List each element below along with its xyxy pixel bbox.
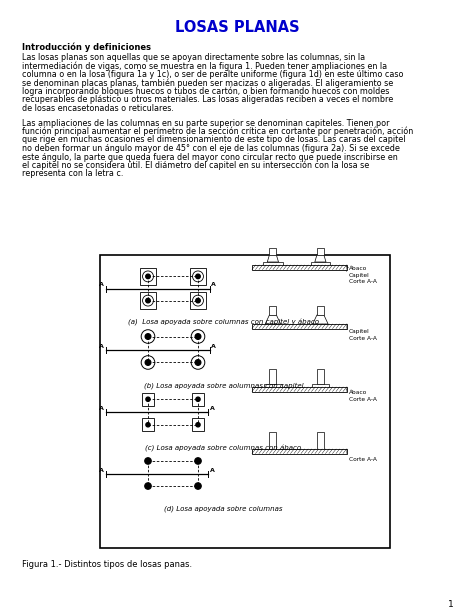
Bar xyxy=(264,384,282,387)
Bar xyxy=(269,432,276,449)
Text: LOSAS PLANAS: LOSAS PLANAS xyxy=(175,20,299,35)
Circle shape xyxy=(192,271,203,282)
Text: (b) Losa apoyada sobre aolumnas con capitel: (b) Losa apoyada sobre aolumnas con capi… xyxy=(144,382,303,389)
Text: (d) Losa apoyada sobre columnas: (d) Losa apoyada sobre columnas xyxy=(164,506,283,512)
Bar xyxy=(142,419,155,431)
Circle shape xyxy=(192,295,203,306)
Bar xyxy=(317,306,324,315)
Circle shape xyxy=(141,330,155,343)
Circle shape xyxy=(146,422,150,427)
Bar xyxy=(252,449,347,454)
Text: A: A xyxy=(211,283,216,287)
Text: columna o en la losa (figura 1a y 1c), o ser de peralte uniforme (figura 1d) en : columna o en la losa (figura 1a y 1c), o… xyxy=(22,70,403,79)
Polygon shape xyxy=(265,315,281,324)
Text: intermediación de vigas, como se muestra en la figura 1. Pueden tener ampliacion: intermediación de vigas, como se muestra… xyxy=(22,61,387,71)
Text: Corte A-A: Corte A-A xyxy=(349,397,377,402)
Circle shape xyxy=(195,483,201,489)
Text: de losas encasetonadas o reticulares.: de losas encasetonadas o reticulares. xyxy=(22,104,174,113)
Bar xyxy=(263,262,283,265)
Text: Las losas planas son aquellas que se apoyan directamente sobre las columnas, sin: Las losas planas son aquellas que se apo… xyxy=(22,53,365,62)
Circle shape xyxy=(145,360,151,365)
Text: Capitel: Capitel xyxy=(349,273,370,278)
Circle shape xyxy=(195,458,201,464)
Circle shape xyxy=(145,458,151,464)
Text: 1: 1 xyxy=(448,600,454,609)
Circle shape xyxy=(143,271,154,282)
Text: A: A xyxy=(210,406,214,411)
Circle shape xyxy=(191,356,205,369)
Text: A: A xyxy=(99,468,104,473)
Bar xyxy=(252,324,347,329)
Text: (c) Losa apoyada sobre columnas con ábaco: (c) Losa apoyada sobre columnas con ábac… xyxy=(146,445,301,452)
Text: Ábaco: Ábaco xyxy=(349,266,367,271)
Polygon shape xyxy=(313,315,328,324)
Bar xyxy=(140,292,156,309)
Bar xyxy=(269,248,276,255)
Bar xyxy=(100,255,390,548)
Bar xyxy=(191,393,204,406)
Text: A: A xyxy=(99,343,104,349)
Text: (a)  Losa apoyada sobre columnas con capitel y ábaco: (a) Losa apoyada sobre columnas con capi… xyxy=(128,319,319,326)
Text: A: A xyxy=(211,343,216,349)
Circle shape xyxy=(146,397,150,402)
Text: logra incorporando bloques huecos o tubos de cartón, o bien formando huecos con : logra incorporando bloques huecos o tubo… xyxy=(22,87,389,96)
Circle shape xyxy=(196,422,200,427)
Text: A: A xyxy=(99,283,104,287)
Text: Las ampliaciones de las columnas en su parte superior se denominan capiteles. Ti: Las ampliaciones de las columnas en su p… xyxy=(22,118,390,128)
Text: que rige en muchas ocasiones el dimensionamiento de este tipo de losas. Las cara: que rige en muchas ocasiones el dimensio… xyxy=(22,135,405,145)
Bar xyxy=(269,370,276,384)
Circle shape xyxy=(195,333,201,340)
Text: Corte A-A: Corte A-A xyxy=(349,279,377,284)
Circle shape xyxy=(196,299,200,303)
Bar xyxy=(252,265,347,270)
Circle shape xyxy=(145,333,151,340)
Text: Figura 1.- Distintos tipos de losas panas.: Figura 1.- Distintos tipos de losas pana… xyxy=(22,560,192,569)
Bar xyxy=(191,419,204,431)
Polygon shape xyxy=(267,255,279,262)
Circle shape xyxy=(191,330,205,343)
Text: Ábaco: Ábaco xyxy=(349,390,367,395)
Text: A: A xyxy=(99,406,104,411)
Text: Corte A-A: Corte A-A xyxy=(349,336,377,341)
Text: Introducción y definiciones: Introducción y definiciones xyxy=(22,42,151,51)
Text: este ángulo, la parte que queda fuera del mayor cono circular recto que puede in: este ángulo, la parte que queda fuera de… xyxy=(22,153,398,161)
Text: A: A xyxy=(210,468,214,473)
Text: Corte A-A: Corte A-A xyxy=(349,457,377,462)
Circle shape xyxy=(196,397,200,402)
Bar xyxy=(311,384,329,387)
Circle shape xyxy=(143,295,154,306)
Bar xyxy=(310,262,330,265)
Bar xyxy=(317,432,324,449)
Bar xyxy=(252,387,347,392)
Text: se denominan placas planas, también pueden ser macizas o aligeradas. El aligeram: se denominan placas planas, también pued… xyxy=(22,78,393,88)
Circle shape xyxy=(146,274,150,279)
Circle shape xyxy=(195,360,201,365)
Text: representa con la letra c.: representa con la letra c. xyxy=(22,170,123,178)
Bar xyxy=(269,306,276,315)
Bar xyxy=(317,370,324,384)
Bar xyxy=(140,268,156,285)
Text: el capitel no se considera útil. El diámetro del capitel en su intersección con : el capitel no se considera útil. El diám… xyxy=(22,161,369,170)
Circle shape xyxy=(196,274,200,279)
Text: recuperables de plástico u otros materiales. Las losas aligeradas reciben a vece: recuperables de plástico u otros materia… xyxy=(22,96,393,104)
Circle shape xyxy=(145,483,151,489)
Circle shape xyxy=(141,356,155,369)
Bar xyxy=(190,292,206,309)
Polygon shape xyxy=(315,255,326,262)
Bar xyxy=(317,248,324,255)
Bar xyxy=(142,393,155,406)
Text: función principal aumentar el perímetro de la sección crítica en cortante por pe: función principal aumentar el perímetro … xyxy=(22,127,413,137)
Text: Capitel: Capitel xyxy=(349,329,370,334)
Circle shape xyxy=(146,299,150,303)
Text: no deben formar un ángulo mayor de 45° con el eje de las columnas (figura 2a). S: no deben formar un ángulo mayor de 45° c… xyxy=(22,144,400,153)
Bar xyxy=(190,268,206,285)
